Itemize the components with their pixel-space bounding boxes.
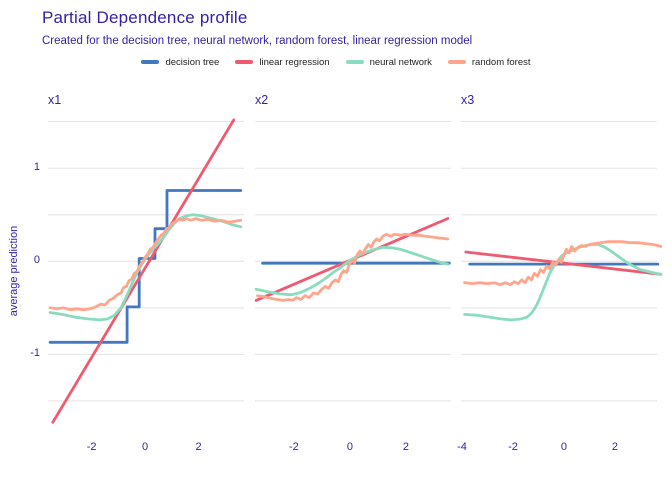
legend-label: linear regression (259, 56, 330, 68)
neural-network-line (254, 245, 450, 297)
x-tick-label: -2 (289, 441, 299, 453)
x-tick-label: 0 (346, 441, 353, 453)
x-tick-label: -4 (457, 441, 467, 453)
random-forest-line (48, 217, 243, 312)
linear-regression-line (51, 118, 236, 424)
x-tick-label: -2 (86, 441, 97, 453)
legend-item-linear-regression: linear regression (235, 56, 330, 68)
x-tick-label: 2 (195, 441, 202, 453)
y-tick-label: 0 (33, 254, 40, 267)
legend: decision tree linear regression neural net… (0, 54, 672, 70)
panel-x3 (461, 121, 663, 402)
facet-label-x2: x2 (255, 93, 269, 107)
random-forest-line (256, 232, 450, 302)
legend-label: random forest (471, 56, 531, 68)
random-forest-line-icon (447, 60, 466, 64)
neural-network-line (48, 213, 243, 322)
linear-regression-line-icon (235, 60, 254, 64)
y-tick-label: -1 (30, 347, 40, 360)
facet-label-x3: x3 (461, 93, 475, 107)
facet-label-x1: x1 (48, 93, 62, 107)
random-forest-line (463, 240, 663, 287)
chart-subtitle: Created for the decision tree, neural ne… (42, 35, 473, 47)
legend-label: neural network (369, 56, 432, 68)
y-tick-label: 1 (33, 161, 40, 174)
neural-network-line-icon (345, 60, 364, 64)
page-title: Partial Dependence profile (42, 8, 248, 27)
y-axis-title: average prediction (8, 225, 20, 317)
legend-label: decision tree (165, 56, 220, 68)
linear-regression-line (464, 250, 663, 276)
panel-x2 (254, 121, 451, 402)
x-tick-label: -2 (508, 441, 518, 453)
legend-item-random-forest: random forest (447, 56, 531, 68)
decision-tree-line-icon (141, 60, 160, 64)
x-tick-label: 2 (611, 441, 618, 453)
legend-item-decision-tree: decision tree (141, 57, 219, 68)
x-tick-label: 0 (142, 441, 149, 453)
legend-item-neural-network: neural network (345, 56, 432, 68)
panel-x1 (48, 118, 244, 424)
x-tick-label: 2 (402, 441, 409, 453)
x-tick-label: 0 (560, 441, 568, 453)
